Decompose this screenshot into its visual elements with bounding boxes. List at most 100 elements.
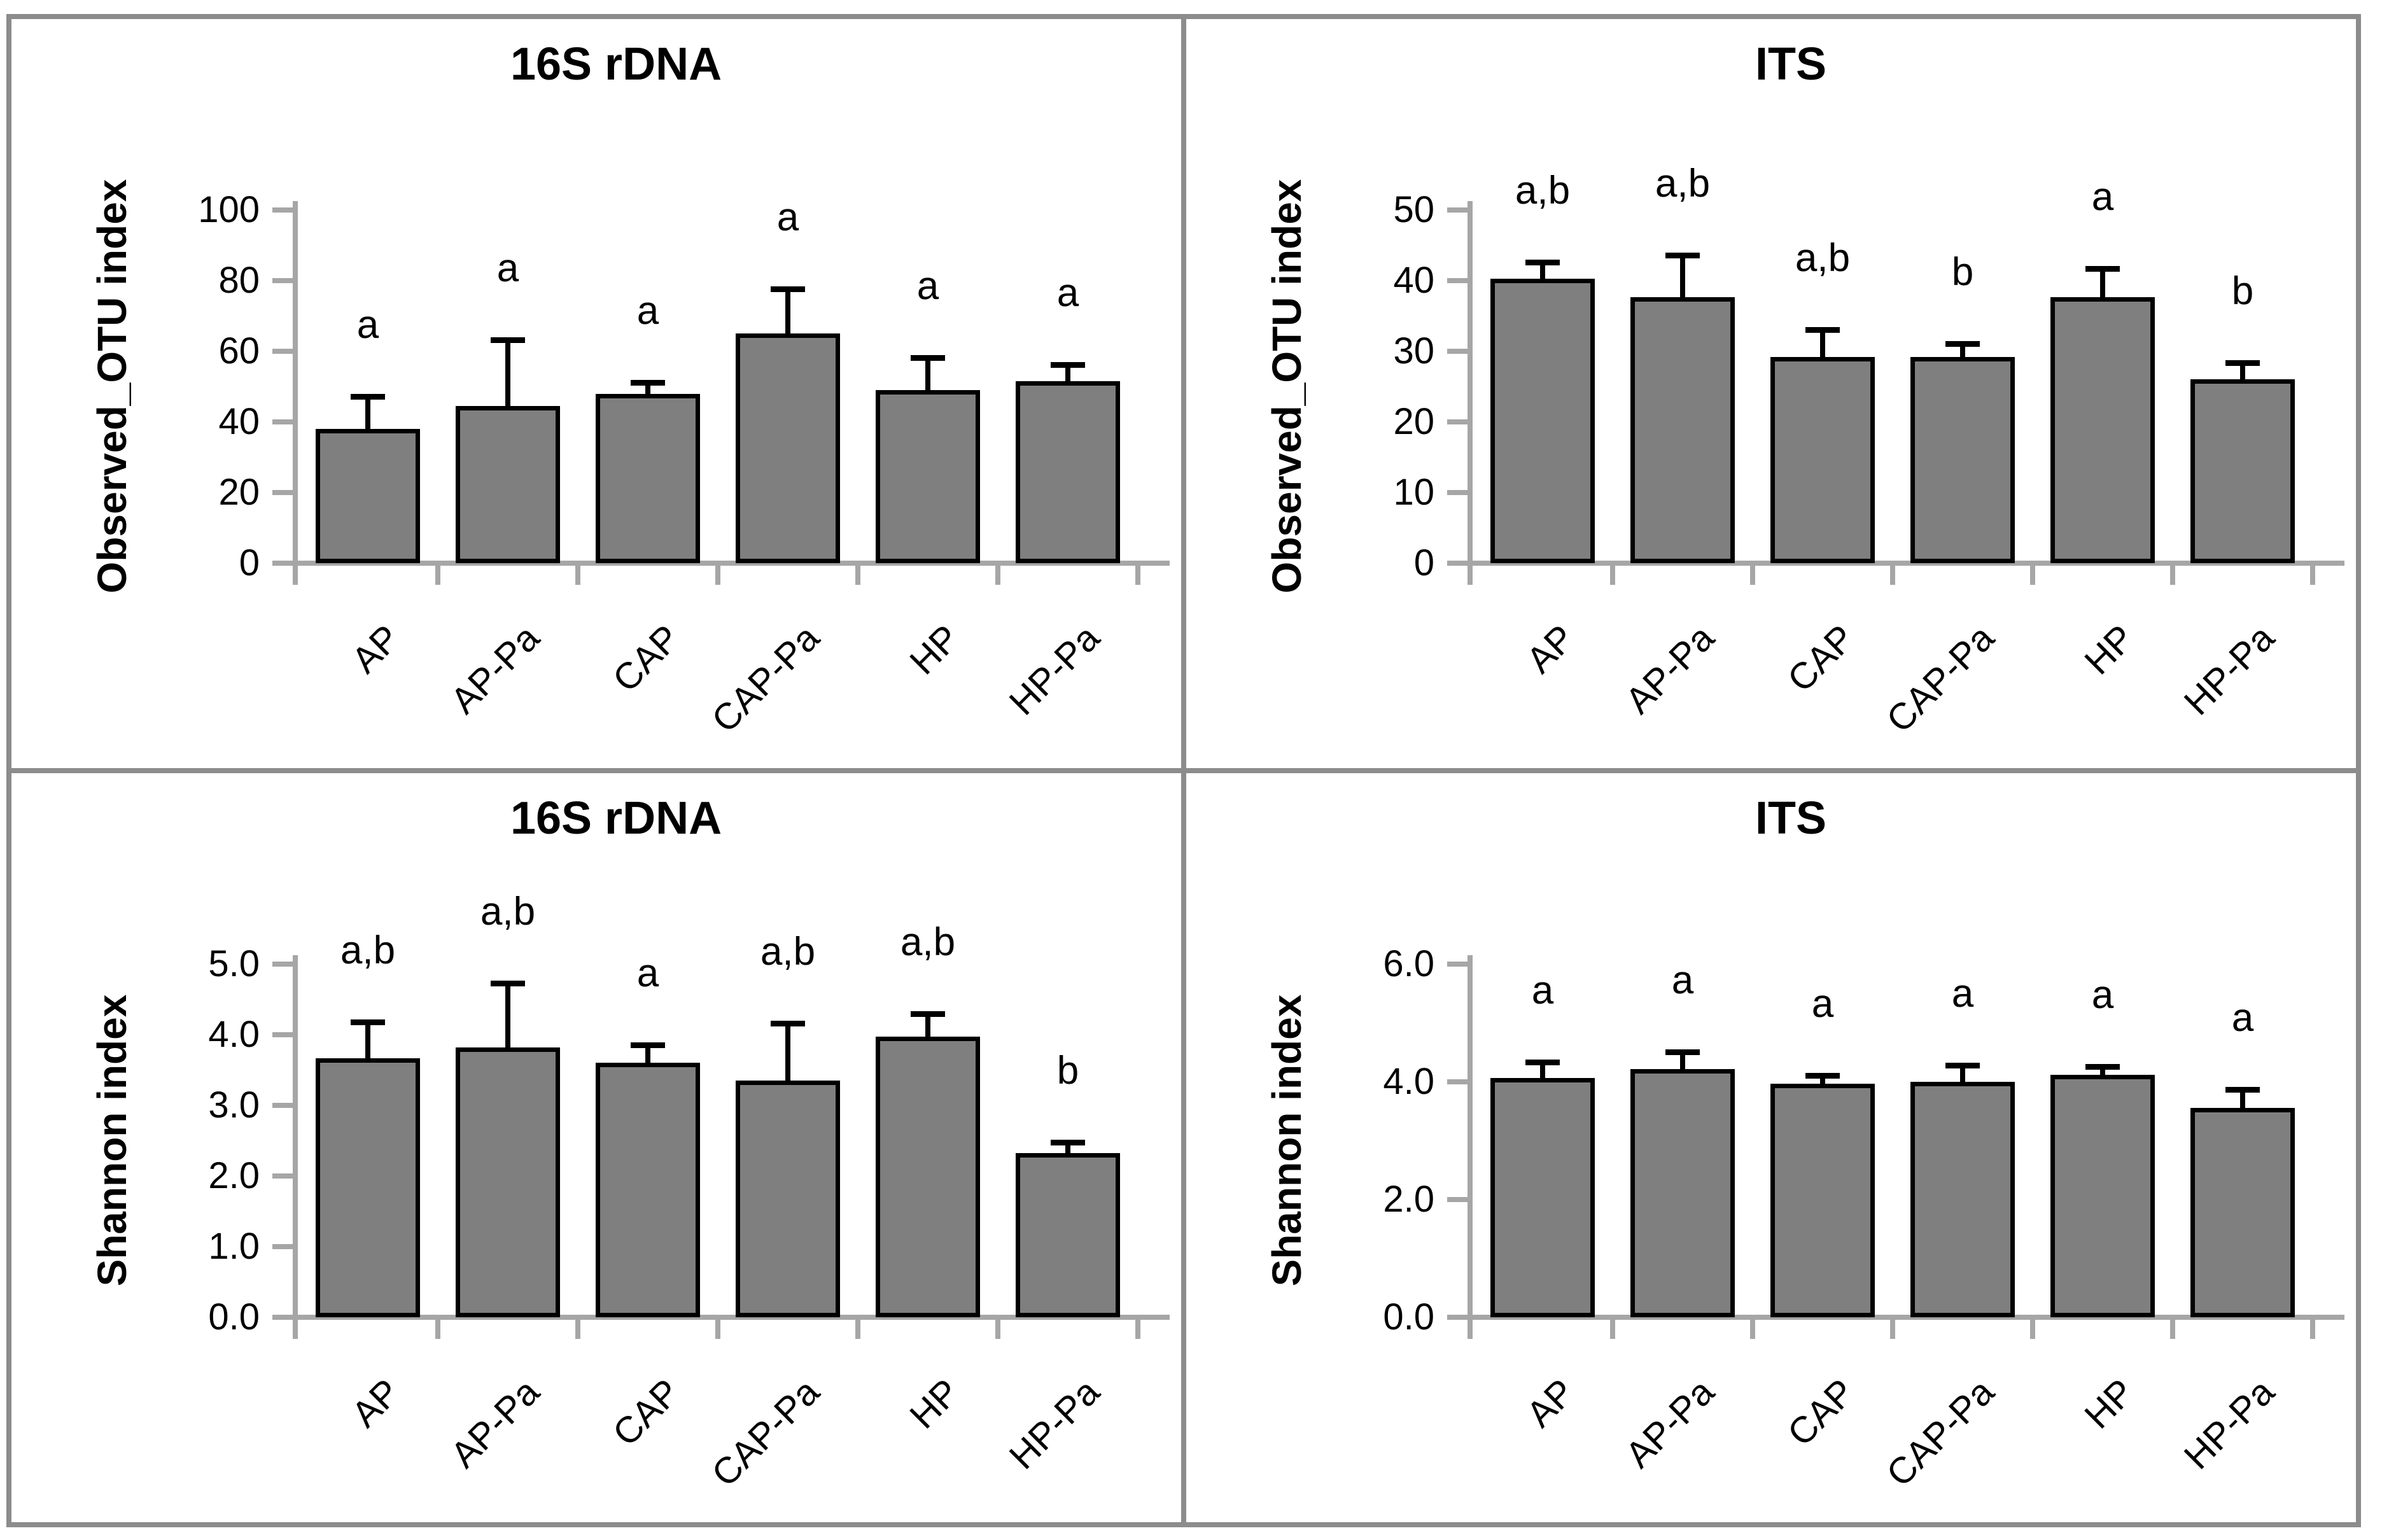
panel-observed-otu-16s: 16S rDNA Observed_OTU index 0 20 40 60 80 100… bbox=[11, 19, 1181, 768]
error-bar-cap bbox=[1525, 260, 1560, 266]
sig-letter: a bbox=[2091, 972, 2114, 1017]
y-tick-mark bbox=[1447, 278, 1468, 283]
sig-letter: a,b bbox=[340, 928, 396, 973]
error-bar-line bbox=[2100, 269, 2105, 297]
x-category-label-text: CAP bbox=[1779, 1371, 1863, 1454]
x-category-label-text: AP bbox=[1518, 1371, 1583, 1436]
bar-AP-Pa bbox=[456, 1047, 560, 1317]
x-category-label-text: HP-Pa bbox=[2176, 1371, 2283, 1478]
y-axis-line bbox=[1468, 201, 1473, 585]
bar-HP bbox=[2050, 1074, 2155, 1317]
x-category-label-text: HP bbox=[2077, 1371, 2143, 1437]
x-category-label-text: AP-Pa bbox=[1618, 617, 1723, 722]
error-bar-line bbox=[1680, 256, 1685, 297]
error-bar-cap bbox=[1525, 1060, 1560, 1066]
plot-area-shannon-16s: 0.0 1.0 2.0 3.0 4.0 5.0 a,b AP a,b AP-Pa a CAP a,b CA… bbox=[208, 891, 1170, 1495]
x-category-label-text: AP-Pa bbox=[443, 1371, 548, 1476]
y-tick-mark bbox=[1447, 962, 1468, 967]
error-bar-line bbox=[365, 397, 370, 430]
sig-letter: a bbox=[636, 288, 659, 333]
x-category-label-text: HP bbox=[2077, 617, 2143, 683]
y-tick-label: 50 bbox=[1393, 189, 1434, 230]
plot-area-shannon-its: 0.0 2.0 4.0 6.0 a AP a AP-Pa a CAP a CAP-Pa a HP a HP-P… bbox=[1383, 943, 2344, 1495]
error-bar-line bbox=[645, 1045, 650, 1063]
bar-HP-Pa bbox=[2190, 1107, 2295, 1317]
sig-letter: a bbox=[1811, 981, 1834, 1026]
error-bar-cap bbox=[1665, 1049, 1700, 1055]
bar-AP-Pa bbox=[456, 406, 560, 563]
x-category-label-text: HP bbox=[902, 1371, 968, 1437]
x-tick-mark bbox=[2030, 1317, 2035, 1339]
y-axis-title: Observed_OTU index bbox=[89, 179, 135, 594]
sig-letter: b bbox=[1951, 249, 1974, 294]
error-bar-line bbox=[1820, 330, 1825, 357]
error-bar-cap bbox=[351, 1019, 385, 1026]
error-bar-cap bbox=[1945, 340, 1980, 347]
bar-HP bbox=[876, 1037, 980, 1317]
sig-letter: a,b bbox=[760, 930, 816, 974]
bar-HP bbox=[2050, 297, 2155, 563]
panel-shannon-16s: 16S rDNA Shannon index 0.0 1.0 2.0 3.0 4.0 5.… bbox=[11, 773, 1181, 1522]
x-category-label-text: CAP-Pa bbox=[704, 1371, 828, 1495]
bar-HP bbox=[876, 390, 980, 563]
error-bar-cap bbox=[911, 355, 945, 361]
x-category-label-text: AP bbox=[343, 617, 408, 682]
y-tick-label: 6.0 bbox=[1383, 943, 1434, 984]
bar-CAP-Pa bbox=[1910, 1082, 2015, 1317]
error-bar-line bbox=[925, 358, 930, 391]
x-tick-mark bbox=[995, 1317, 1000, 1339]
x-category-label-text: AP-Pa bbox=[443, 617, 548, 722]
x-category-label-text: HP-Pa bbox=[1001, 617, 1108, 724]
y-tick-mark bbox=[272, 349, 293, 354]
sig-letter: b bbox=[1056, 1048, 1079, 1093]
sig-letter: a bbox=[1671, 958, 1694, 1002]
panel-title: 16S rDNA bbox=[510, 793, 722, 844]
error-bar-line bbox=[505, 340, 510, 407]
x-category-label-text: AP bbox=[343, 1371, 408, 1436]
y-tick-label: 40 bbox=[1393, 260, 1434, 301]
x-tick-mark bbox=[575, 1317, 580, 1339]
panel-shannon-its: ITS Shannon index 0.0 2.0 4.0 6.0 a AP a AP-Pa a… bbox=[1186, 773, 2356, 1522]
error-bar-cap bbox=[1051, 362, 1085, 368]
x-tick-mark bbox=[435, 563, 440, 585]
x-tick-mark bbox=[1750, 563, 1755, 585]
y-tick-label: 20 bbox=[218, 472, 260, 513]
error-bar-line bbox=[2100, 1067, 2105, 1075]
x-tick-mark bbox=[1890, 563, 1895, 585]
x-axis-line bbox=[293, 561, 1170, 566]
x-tick-mark bbox=[1135, 1317, 1140, 1339]
y-tick-mark bbox=[1447, 1315, 1468, 1320]
sig-letter: b bbox=[2231, 269, 2254, 313]
y-tick-mark bbox=[1447, 349, 1468, 354]
y-tick-mark bbox=[272, 490, 293, 495]
x-tick-mark bbox=[1750, 1317, 1755, 1339]
bar-AP-Pa bbox=[1630, 297, 1735, 563]
error-bar-line bbox=[2240, 363, 2245, 380]
panel-title: ITS bbox=[1755, 793, 1826, 844]
x-tick-mark bbox=[435, 1317, 440, 1339]
y-tick-label: 5.0 bbox=[208, 943, 260, 984]
panel-title: ITS bbox=[1755, 39, 1826, 90]
x-tick-mark bbox=[2310, 563, 2315, 585]
error-bar-line bbox=[645, 382, 650, 394]
y-tick-label: 10 bbox=[1393, 472, 1434, 513]
bar-HP-Pa bbox=[1016, 1153, 1120, 1317]
error-bar-cap bbox=[1945, 1063, 1980, 1069]
sig-letter: a bbox=[1951, 972, 1974, 1016]
x-category-label-text: HP-Pa bbox=[1001, 1371, 1108, 1478]
x-category-label-text: HP-Pa bbox=[2176, 617, 2283, 724]
sig-letter: a,b bbox=[1515, 169, 1571, 213]
x-axis-line bbox=[1468, 561, 2344, 566]
error-bar-line bbox=[365, 1023, 370, 1058]
sig-letter: a bbox=[1056, 271, 1079, 316]
x-tick-mark bbox=[1610, 563, 1615, 585]
sig-letter: a,b bbox=[1795, 235, 1851, 280]
sig-letter: a bbox=[1531, 969, 1554, 1013]
x-category-label-text: CAP bbox=[605, 1371, 688, 1454]
bar-CAP bbox=[1770, 1083, 1875, 1317]
four-panel-figure: 16S rDNA Observed_OTU index 0 20 40 60 80 100… bbox=[6, 14, 2361, 1527]
error-bar-line bbox=[1065, 365, 1070, 382]
plot-area-observed-otu-16s: 0 20 40 60 80 100 a AP a AP-Pa a CAP a CAP-Pa a HP a HP-P… bbox=[198, 189, 1170, 741]
error-bar-line bbox=[1540, 1063, 1545, 1078]
bar-CAP bbox=[596, 393, 700, 563]
